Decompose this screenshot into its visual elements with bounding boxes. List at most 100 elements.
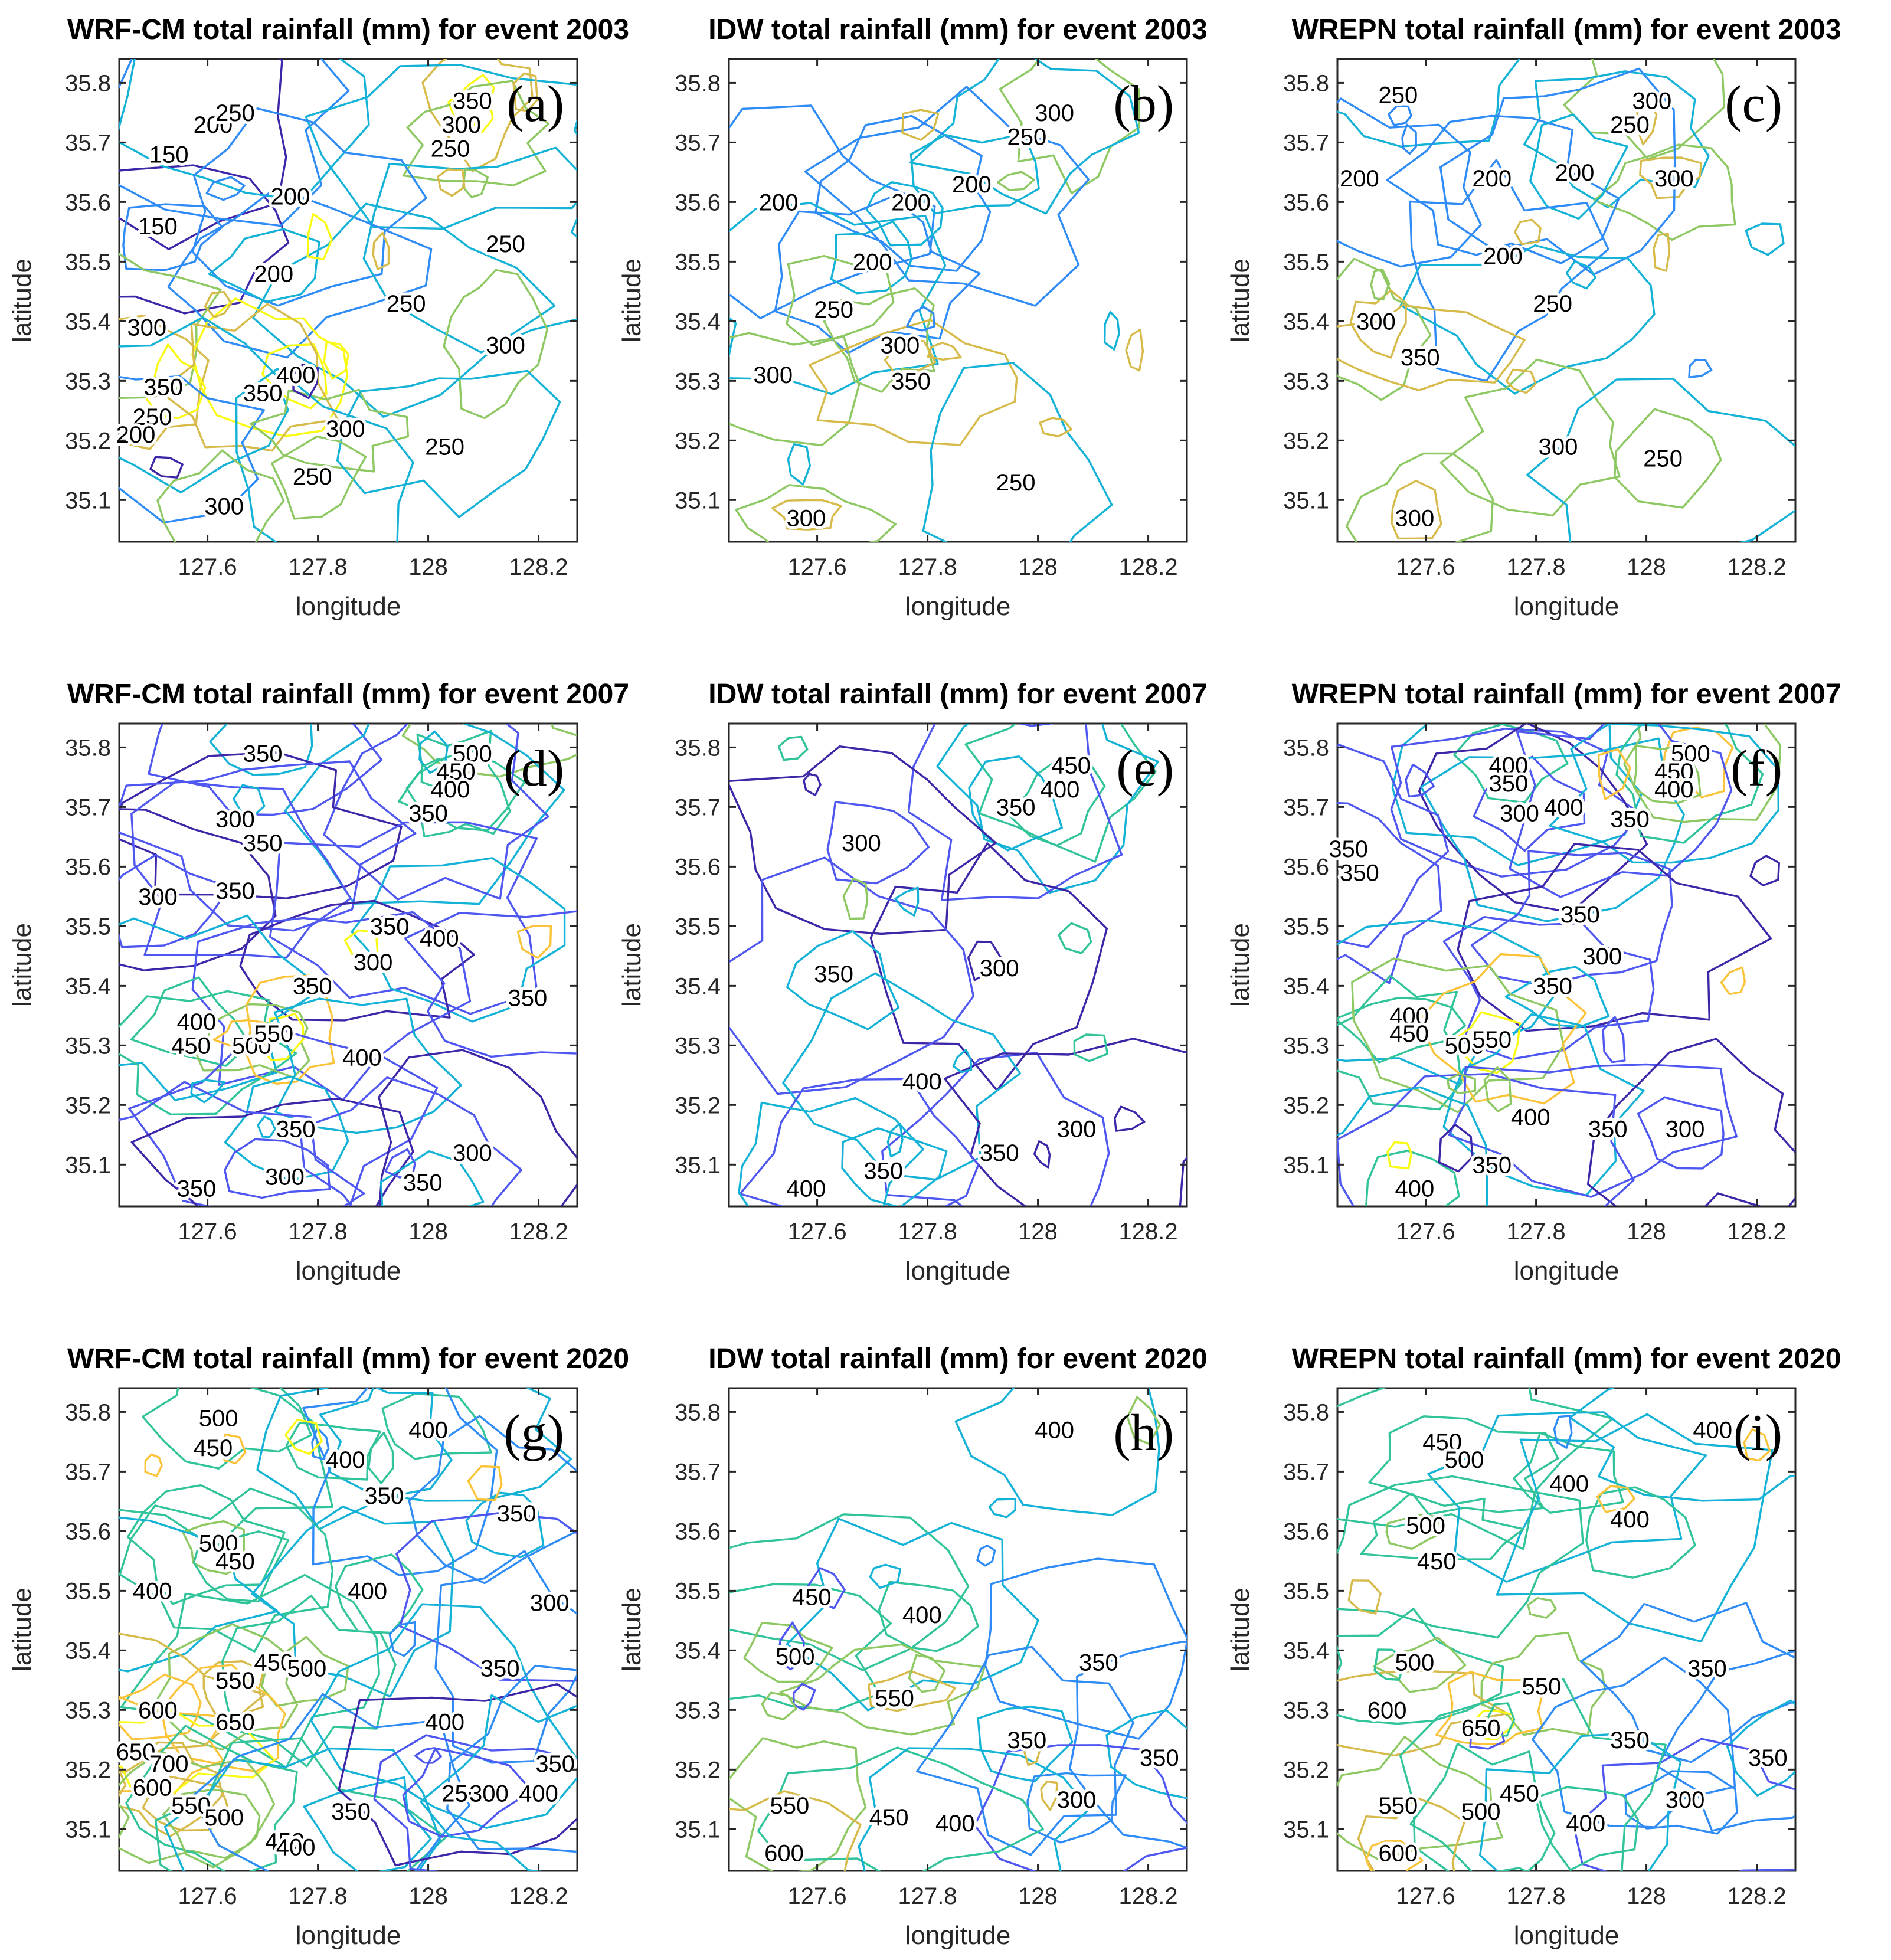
x-axis-label: longitude — [1514, 1921, 1620, 1950]
contour-value-label: 250 — [486, 231, 525, 257]
contour-line — [130, 1097, 414, 1206]
contour-value-label: 350 — [535, 1751, 575, 1777]
panel-e: IDW total rainfall (mm) for event 2007 45… — [617, 679, 1208, 1285]
contour-line — [1553, 1415, 1573, 1449]
y-tick-label: 35.7 — [65, 794, 111, 820]
contour-line — [465, 1491, 545, 1559]
contour-line — [757, 1746, 1044, 1871]
contour-value-label: 550 — [215, 1668, 255, 1694]
contour-value-label: 300 — [204, 493, 244, 519]
contour-value-label: 150 — [149, 142, 189, 168]
contour-line — [303, 1776, 432, 1871]
contour-value-label: 400 — [1389, 1003, 1429, 1029]
panel-d: WRF-CM total rainfall (mm) for event 200… — [8, 679, 629, 1285]
contour-line — [1126, 1396, 1161, 1445]
contour-line — [1337, 744, 1450, 948]
contour-line — [779, 1643, 986, 1736]
y-tick-label: 35.3 — [1283, 368, 1329, 394]
x-tick-label: 128.2 — [1118, 554, 1177, 580]
y-tick-label: 35.7 — [65, 1459, 111, 1485]
y-tick-label: 35.1 — [1283, 1152, 1329, 1178]
contour-line — [191, 1693, 471, 1871]
contour-line — [1391, 724, 1643, 866]
contour-value-label: 650 — [116, 1739, 156, 1765]
panel-h: IDW total rainfall (mm) for event 2020 40… — [617, 1343, 1208, 1950]
contour-value-label: 400 — [177, 1009, 217, 1035]
contour-value-label: 300 — [354, 950, 393, 976]
contour-line — [729, 104, 936, 319]
contour-value-label: 400 — [1041, 777, 1080, 803]
contour-value-label: 500 — [1671, 741, 1710, 767]
contour-line — [964, 724, 1157, 863]
contour-line — [1009, 759, 1106, 847]
x-axis-label: longitude — [905, 592, 1011, 621]
contour-value-label: 550 — [171, 1793, 211, 1819]
x-tick-label: 128 — [1018, 554, 1058, 580]
contour-line — [777, 735, 809, 761]
contour-line — [1409, 1743, 1556, 1871]
contour-line — [786, 254, 895, 346]
panel-letter: (c) — [1725, 76, 1782, 133]
contour-line — [1372, 1637, 1467, 1693]
contour-line — [1720, 966, 1746, 995]
y-tick-label: 35.8 — [675, 1399, 721, 1425]
contour-value-label: 300 — [1632, 89, 1672, 114]
contour-line — [1448, 1063, 1738, 1198]
contour-value-label: 250 — [215, 100, 255, 126]
contour-line — [205, 176, 246, 201]
contour-line — [1387, 105, 1412, 126]
x-tick-label: 127.8 — [898, 1883, 957, 1909]
x-tick-label: 127.6 — [788, 1219, 847, 1245]
x-tick-label: 127.6 — [1396, 1883, 1455, 1909]
contour-line — [373, 1734, 577, 1871]
contour-line — [405, 729, 511, 838]
contour-value-label: 400 — [276, 1835, 316, 1861]
contour-value-label: 300 — [1500, 800, 1539, 826]
y-tick-label: 35.6 — [65, 189, 111, 215]
contour-line — [299, 1076, 522, 1206]
panel-title: WREPN total rainfall (mm) for event 2003 — [1292, 14, 1841, 45]
y-tick-label: 35.3 — [65, 1697, 111, 1723]
y-tick-label: 35.6 — [1283, 854, 1329, 880]
contour-line — [447, 74, 495, 133]
y-tick-label: 35.7 — [1283, 794, 1329, 820]
contour-value-label: 450 — [194, 1435, 233, 1461]
y-axis-label: latitude — [8, 259, 37, 342]
contour-line — [858, 1747, 1091, 1871]
contour-value-label: 300 — [530, 1591, 570, 1617]
contour-value-label: 500 — [776, 1644, 815, 1670]
contour-line — [192, 1530, 290, 1603]
panel-title: WREPN total rainfall (mm) for event 2020 — [1292, 1343, 1841, 1375]
contour-value-label: 250 — [1533, 291, 1572, 317]
y-tick-label: 35.7 — [1283, 130, 1329, 156]
contour-line — [512, 72, 538, 112]
y-tick-label: 35.1 — [675, 1152, 721, 1178]
x-tick-label: 127.8 — [289, 1219, 348, 1245]
contour-value-label: 550 — [1522, 1674, 1562, 1700]
contour-value-label: 200 — [1555, 160, 1595, 186]
x-tick-label: 128.2 — [509, 554, 568, 580]
y-tick-label: 35.5 — [675, 249, 721, 275]
contour-value-label: 300 — [469, 1781, 509, 1807]
contour-value-label: 250 — [431, 136, 470, 162]
panel-title: WRF-CM total rainfall (mm) for event 200… — [67, 14, 629, 45]
y-tick-label: 35.4 — [1283, 309, 1329, 335]
contour-value-label: 600 — [133, 1775, 172, 1801]
contour-value-label: 250 — [1007, 124, 1046, 150]
contour-line — [245, 974, 335, 1085]
contour-line — [381, 1392, 492, 1460]
contour-line — [256, 1388, 453, 1530]
contour-value-label: 200 — [1483, 243, 1523, 269]
contour-line — [1565, 260, 1596, 290]
contour-value-label: 550 — [875, 1686, 914, 1712]
contour-line — [119, 751, 403, 899]
contour-line — [1743, 1428, 1771, 1462]
contour-line — [1418, 953, 1587, 1105]
contour-value-label: 400 — [342, 1045, 382, 1071]
contour-value-label: 350 — [1401, 345, 1440, 371]
contour-value-label: 400 — [935, 1811, 975, 1837]
contour-value-label: 200 — [1340, 166, 1379, 192]
panel-i: WREPN total rainfall (mm) for event 2020… — [1226, 1343, 1841, 1950]
x-tick-label: 128 — [1018, 1883, 1058, 1909]
contour-line — [774, 196, 981, 354]
